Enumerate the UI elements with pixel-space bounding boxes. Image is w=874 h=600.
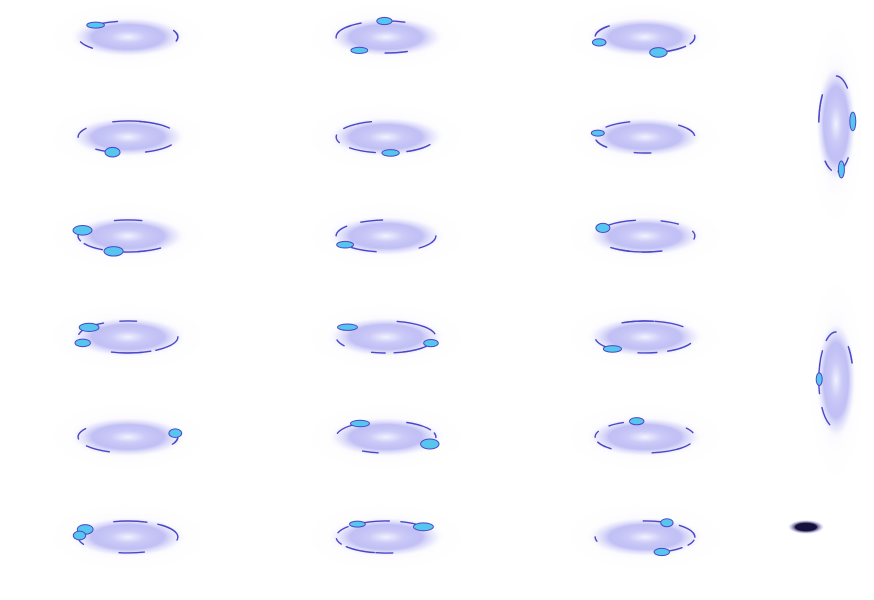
- ring-sprite-frame: [38, 399, 218, 475]
- ring-sprite-frame: [38, 499, 218, 575]
- ring-sprite-frame: [296, 299, 476, 375]
- ring-sprite-frame: [555, 399, 735, 475]
- ring-sprite-frame: [296, 399, 476, 475]
- shadow-blob-sprite: [788, 520, 824, 534]
- ring-sprite-frame: [296, 0, 476, 75]
- ring-sprite-frame: [555, 0, 735, 75]
- ring-sprite-frame: [555, 198, 735, 274]
- ring-sprite-frame: [555, 299, 735, 375]
- ring-sprite-frame: [38, 99, 218, 175]
- ring-sprite-frame: [555, 99, 735, 175]
- ring-sprite-frame: [296, 99, 476, 175]
- ring-sprite-frame-vertical: [805, 10, 867, 238]
- ring-sprite-frame: [555, 499, 735, 575]
- ring-sprite-frame: [38, 0, 218, 75]
- ring-sprite-frame: [38, 198, 218, 274]
- ring-sprite-frame: [296, 198, 476, 274]
- ring-sprite-frame: [296, 499, 476, 575]
- ring-sprite-frame: [38, 299, 218, 375]
- ring-sprite-frame-vertical: [805, 266, 867, 494]
